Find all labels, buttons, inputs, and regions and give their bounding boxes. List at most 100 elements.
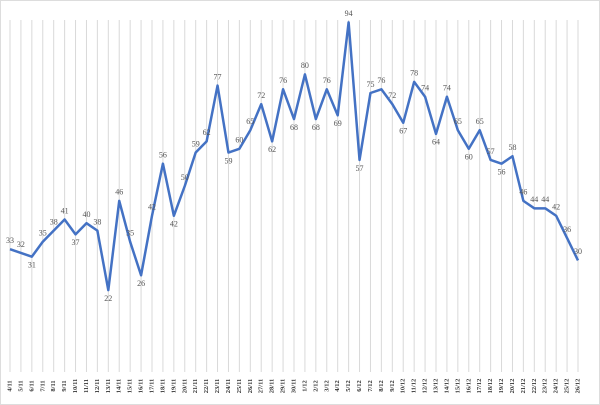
line <box>9 21 580 292</box>
x-tick-label: 30/11 <box>290 379 297 393</box>
x-tick-label: 20/11 <box>181 379 188 393</box>
x-tick-label: 15/11 <box>127 379 134 393</box>
data-label: 68 <box>290 123 298 132</box>
x-tick-label: 16/12 <box>465 379 472 394</box>
x-tick-label: 5/11 <box>17 380 24 391</box>
data-label: 57 <box>487 147 495 156</box>
x-tick-label: 12/11 <box>94 379 101 393</box>
data-label: 59 <box>224 156 232 165</box>
data-label: 58 <box>508 143 516 152</box>
data-label: 26 <box>137 279 145 288</box>
data-label: 22 <box>104 294 112 303</box>
x-tick-label: 23/11 <box>214 379 221 393</box>
data-label: 68 <box>312 123 320 132</box>
x-tick-label: 11/12 <box>411 379 418 393</box>
data-label: 50 <box>181 173 189 182</box>
x-tick-label: 18/11 <box>159 379 166 393</box>
data-label: 77 <box>214 72 222 81</box>
data-label: 72 <box>257 91 265 100</box>
x-tick-label: 9/12 <box>389 380 396 392</box>
x-tick-label: 2/12 <box>312 380 319 392</box>
x-tick-label: 21/12 <box>520 379 527 394</box>
data-label: 42 <box>170 220 178 229</box>
data-label: 56 <box>159 151 167 160</box>
data-label: 35 <box>39 229 47 238</box>
data-label: 41 <box>61 206 69 215</box>
data-label: 32 <box>17 240 25 249</box>
data-label: 74 <box>421 84 429 93</box>
data-label: 60 <box>465 153 473 162</box>
data-label: 38 <box>93 217 101 226</box>
x-tick-label: 27/11 <box>258 379 265 393</box>
x-tick-label: 26/12 <box>574 379 581 394</box>
x-tick-label: 15/12 <box>454 379 461 394</box>
data-label: 31 <box>28 261 36 270</box>
x-tick-label: 22/12 <box>531 379 538 394</box>
data-label: 46 <box>115 188 123 197</box>
x-tick-label: 17/11 <box>148 379 155 393</box>
data-label: 72 <box>388 91 396 100</box>
x-tick-label: 5/12 <box>345 380 352 392</box>
x-tick-label: 6/11 <box>28 380 35 391</box>
x-tick-label: 28/11 <box>269 379 276 393</box>
x-tick-label: 14/12 <box>443 379 450 394</box>
data-label: 65 <box>454 117 462 126</box>
data-label: 74 <box>443 84 451 93</box>
x-tick-label: 19/12 <box>498 379 505 394</box>
x-tick-label: 3/12 <box>323 380 330 392</box>
data-label: 44 <box>530 195 538 204</box>
x-tick-label: 8/11 <box>50 380 57 391</box>
data-label: 35 <box>126 229 134 238</box>
data-label: 44 <box>541 195 549 204</box>
x-tick-label: 6/12 <box>356 380 363 392</box>
x-tick-label: 18/12 <box>487 379 494 394</box>
x-tick-label: 25/12 <box>564 379 571 394</box>
x-tick-label: 7/11 <box>39 380 46 391</box>
data-label: 62 <box>203 128 211 137</box>
data-label: 57 <box>356 164 364 173</box>
x-tick-label: 21/11 <box>192 379 199 393</box>
x-tick-label: 7/12 <box>367 380 374 392</box>
x-tick-label: 13/11 <box>105 379 112 393</box>
data-label: 62 <box>268 145 276 154</box>
data-label: 76 <box>279 76 287 85</box>
data-label: 56 <box>498 168 506 177</box>
x-tick-label: 24/12 <box>553 379 560 394</box>
data-label: 94 <box>345 9 353 18</box>
x-tick-label: 20/12 <box>509 379 516 394</box>
x-tick-label: 22/11 <box>203 379 210 393</box>
x-tick-label: 19/11 <box>170 379 177 393</box>
data-label: 37 <box>72 238 80 247</box>
x-tick-label: 1/12 <box>301 380 308 392</box>
data-label: 33 <box>6 236 14 245</box>
x-tick-label: 25/11 <box>236 379 243 393</box>
data-label: 64 <box>432 138 440 147</box>
x-tick-label: 23/12 <box>542 379 549 394</box>
x-tick-label: 16/11 <box>138 379 145 393</box>
x-tick-label: 13/12 <box>432 379 439 394</box>
data-label: 60 <box>235 136 243 145</box>
x-tick-label: 24/11 <box>225 379 232 393</box>
data-label: 42 <box>148 203 156 212</box>
x-tick-label: 11/11 <box>83 379 90 393</box>
x-tick-label: 17/12 <box>476 379 483 394</box>
x-tick-label: 8/12 <box>378 380 385 392</box>
data-label: 80 <box>301 61 309 70</box>
data-label: 46 <box>519 188 527 197</box>
x-tick-label: 10/12 <box>400 379 407 394</box>
data-label: 65 <box>246 117 254 126</box>
data-label: 76 <box>377 76 385 85</box>
data-label: 36 <box>563 225 571 234</box>
data-label: 75 <box>366 80 374 89</box>
data-label: 40 <box>82 210 90 219</box>
x-tick-label: 10/11 <box>72 379 79 393</box>
data-label: 30 <box>574 247 582 256</box>
data-label: 38 <box>50 217 58 226</box>
data-label: 65 <box>476 117 484 126</box>
data-label: 42 <box>552 203 560 212</box>
data-label: 59 <box>192 139 200 148</box>
x-tick-label: 14/11 <box>116 379 123 393</box>
x-tick-label: 12/12 <box>422 379 429 394</box>
